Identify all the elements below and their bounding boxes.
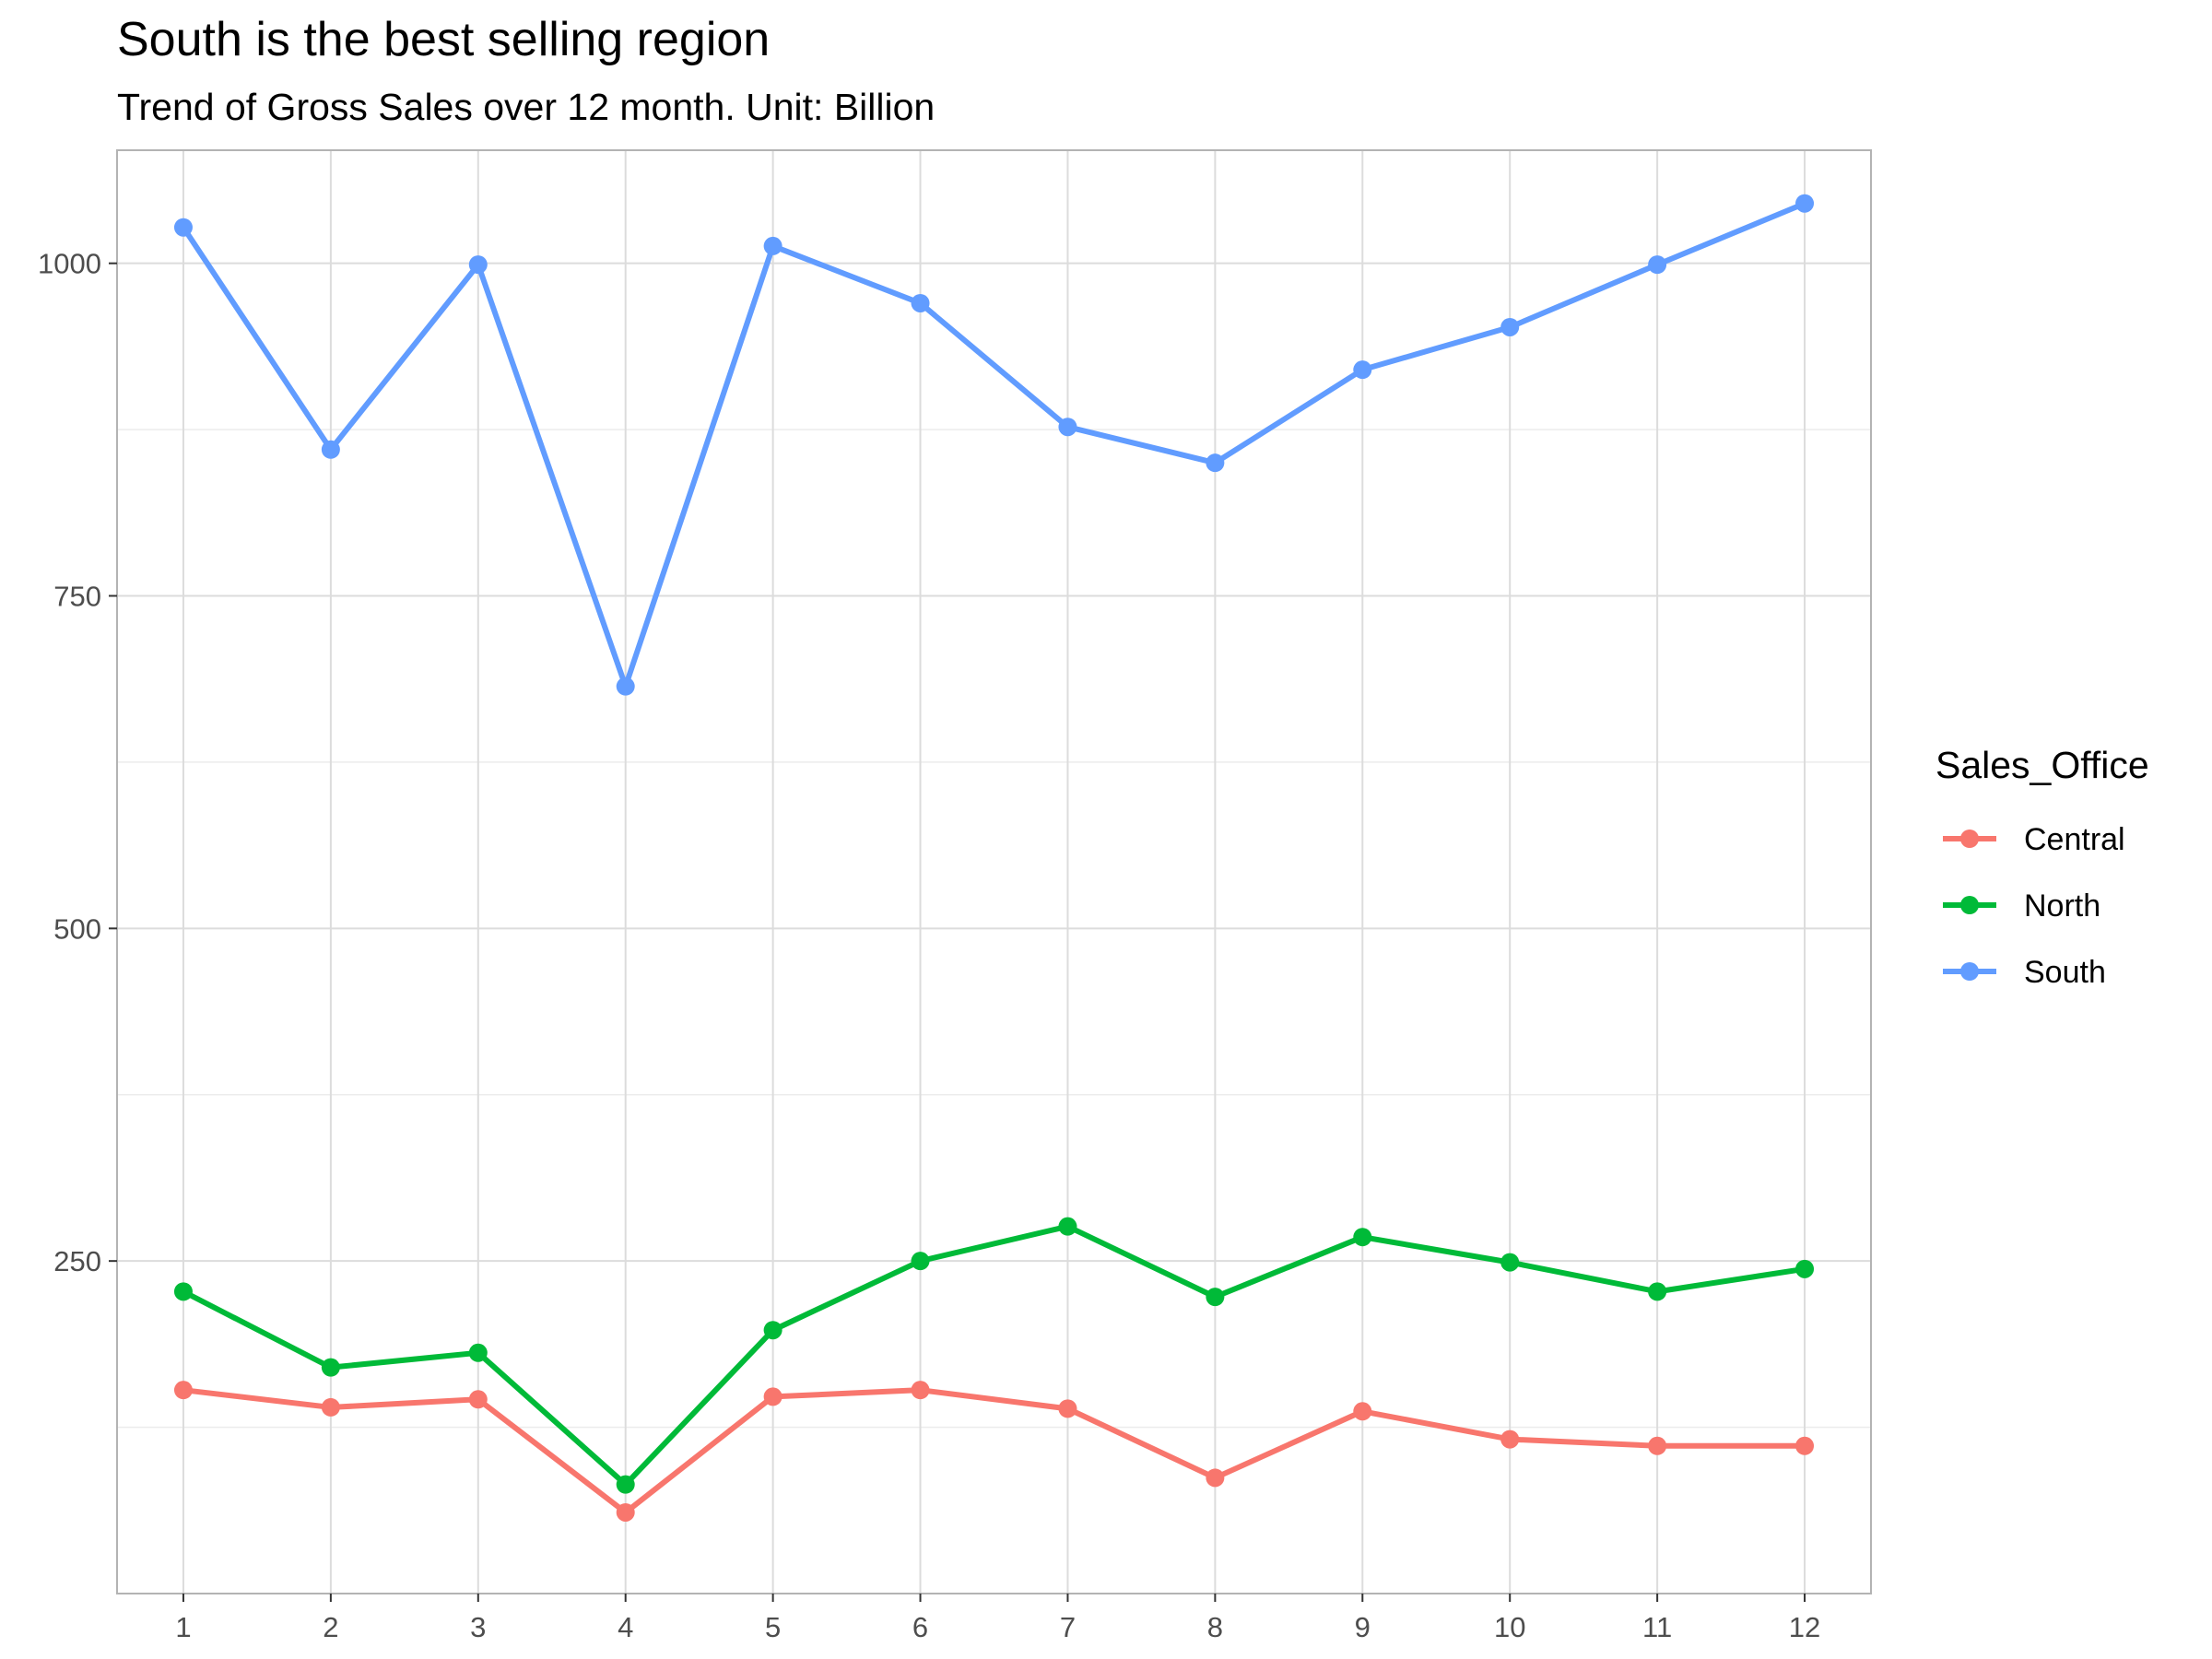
legend-key-point: [1960, 896, 1979, 914]
data-point-north: [763, 1321, 782, 1340]
data-point-south: [1795, 194, 1815, 213]
data-point-south: [173, 218, 193, 237]
plot-panel: [116, 149, 1872, 1594]
data-point-central: [1353, 1402, 1372, 1421]
series-line-central: [180, 1387, 1808, 1515]
x-tick-label: 12: [1789, 1611, 1820, 1643]
y-tick-label: 250: [53, 1245, 101, 1277]
data-point-north: [1500, 1253, 1520, 1272]
data-point-north: [1795, 1259, 1815, 1278]
chart-subtitle: Trend of Gross Sales over 12 month. Unit…: [117, 86, 935, 128]
data-point-central: [468, 1390, 488, 1409]
data-point-north: [911, 1252, 930, 1271]
data-point-north: [468, 1343, 488, 1362]
y-tick-label: 750: [53, 581, 101, 613]
x-tick-label: 4: [618, 1611, 633, 1643]
data-point-north: [173, 1282, 193, 1301]
data-point-south: [1058, 418, 1077, 437]
x-tick-label: 1: [175, 1611, 191, 1643]
data-point-central: [763, 1387, 782, 1406]
x-tick-label: 5: [765, 1611, 781, 1643]
series-lines: [173, 194, 1815, 1522]
legend-label: Central: [2024, 822, 2125, 857]
series-south: [173, 194, 1815, 696]
y-tick-label: 1000: [38, 248, 101, 280]
legend-item-south: South: [1943, 955, 2106, 990]
data-point-south: [1648, 255, 1667, 275]
x-tick-label: 9: [1355, 1611, 1371, 1643]
data-point-central: [1206, 1468, 1225, 1488]
x-tick-label: 7: [1060, 1611, 1076, 1643]
x-tick-label: 8: [1207, 1611, 1223, 1643]
legend-key-point: [1960, 962, 1979, 981]
series-north: [173, 1217, 1815, 1494]
legend: Sales_Office Central North South: [1936, 744, 2149, 990]
legend-title: Sales_Office: [1936, 744, 2149, 786]
data-point-north: [1648, 1282, 1667, 1301]
data-point-south: [1500, 317, 1520, 336]
data-point-central: [1648, 1436, 1667, 1455]
data-point-central: [173, 1381, 193, 1400]
x-tick-label: 11: [1642, 1611, 1672, 1643]
data-point-south: [763, 236, 782, 255]
data-point-central: [616, 1502, 635, 1522]
data-point-north: [1353, 1228, 1372, 1247]
data-point-central: [911, 1381, 930, 1400]
x-tick-label: 3: [470, 1611, 486, 1643]
legend-item-central: Central: [1943, 822, 2125, 857]
data-point-south: [616, 677, 635, 696]
legend-label: North: [2024, 888, 2100, 924]
data-point-north: [1058, 1217, 1077, 1236]
chart-title: South is the best selling region: [117, 13, 770, 66]
gridlines: [117, 150, 1871, 1594]
data-point-north: [1206, 1288, 1225, 1307]
series-line-south: [180, 200, 1808, 689]
legend-item-north: North: [1943, 888, 2100, 924]
x-tick-label: 10: [1494, 1611, 1525, 1643]
data-point-south: [468, 255, 488, 275]
data-point-north: [616, 1475, 635, 1494]
data-point-south: [321, 440, 340, 459]
data-point-south: [1206, 453, 1225, 473]
legend-key-point: [1960, 830, 1979, 848]
data-point-south: [1353, 360, 1372, 380]
data-point-central: [1058, 1399, 1077, 1418]
data-point-north: [321, 1358, 340, 1377]
data-point-central: [1500, 1430, 1520, 1449]
series-line-north: [180, 1223, 1808, 1488]
legend-label: South: [2024, 955, 2106, 990]
x-tick-label: 2: [323, 1611, 338, 1643]
x-tick-label: 6: [912, 1611, 928, 1643]
y-tick-label: 500: [53, 912, 101, 945]
data-point-south: [911, 293, 930, 312]
data-point-central: [321, 1397, 340, 1417]
data-point-central: [1795, 1436, 1815, 1455]
series-central: [173, 1381, 1815, 1522]
